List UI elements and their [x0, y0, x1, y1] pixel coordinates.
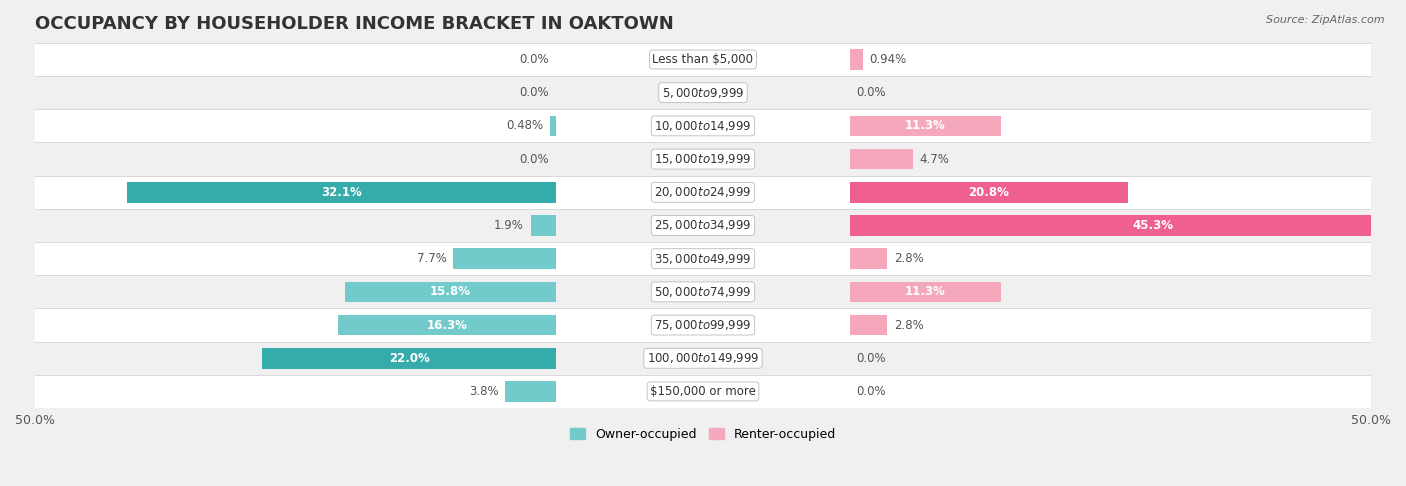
Text: 2.8%: 2.8%	[894, 318, 924, 331]
Bar	[35, 309, 1371, 342]
Text: 11.3%: 11.3%	[905, 120, 946, 132]
Text: $20,000 to $24,999: $20,000 to $24,999	[654, 185, 752, 199]
Bar	[35, 242, 1371, 275]
Bar	[851, 281, 1001, 302]
Text: $100,000 to $149,999: $100,000 to $149,999	[647, 351, 759, 365]
Bar	[550, 116, 555, 136]
Text: 0.0%: 0.0%	[856, 385, 886, 398]
Bar	[35, 375, 1371, 408]
Text: 0.0%: 0.0%	[856, 352, 886, 365]
Text: 15.8%: 15.8%	[430, 285, 471, 298]
Text: 0.0%: 0.0%	[856, 86, 886, 99]
Text: Less than $5,000: Less than $5,000	[652, 53, 754, 66]
Text: $35,000 to $49,999: $35,000 to $49,999	[654, 252, 752, 266]
Bar	[851, 49, 862, 70]
Text: 20.8%: 20.8%	[969, 186, 1010, 199]
Text: 22.0%: 22.0%	[388, 352, 429, 365]
Text: OCCUPANCY BY HOUSEHOLDER INCOME BRACKET IN OAKTOWN: OCCUPANCY BY HOUSEHOLDER INCOME BRACKET …	[35, 15, 673, 33]
Bar	[35, 109, 1371, 142]
Bar	[339, 315, 555, 335]
Bar	[851, 315, 887, 335]
Bar	[851, 182, 1128, 203]
Text: 0.0%: 0.0%	[520, 153, 550, 166]
Text: $10,000 to $14,999: $10,000 to $14,999	[654, 119, 752, 133]
Text: $50,000 to $74,999: $50,000 to $74,999	[654, 285, 752, 299]
Text: 11.3%: 11.3%	[905, 285, 946, 298]
Text: 0.0%: 0.0%	[520, 53, 550, 66]
Text: $5,000 to $9,999: $5,000 to $9,999	[662, 86, 744, 100]
Text: 16.3%: 16.3%	[426, 318, 468, 331]
Text: $75,000 to $99,999: $75,000 to $99,999	[654, 318, 752, 332]
Text: 1.9%: 1.9%	[494, 219, 524, 232]
Bar	[530, 215, 555, 236]
Bar	[851, 215, 1406, 236]
Bar	[453, 248, 555, 269]
Bar	[35, 275, 1371, 309]
Text: 32.1%: 32.1%	[321, 186, 361, 199]
Text: $25,000 to $34,999: $25,000 to $34,999	[654, 219, 752, 232]
Bar	[35, 342, 1371, 375]
Bar	[35, 175, 1371, 209]
Bar	[35, 142, 1371, 175]
Legend: Owner-occupied, Renter-occupied: Owner-occupied, Renter-occupied	[565, 423, 841, 446]
Text: 4.7%: 4.7%	[920, 153, 949, 166]
Bar	[344, 281, 555, 302]
Bar	[35, 76, 1371, 109]
Text: 7.7%: 7.7%	[416, 252, 447, 265]
Text: 3.8%: 3.8%	[470, 385, 499, 398]
Text: $150,000 or more: $150,000 or more	[650, 385, 756, 398]
Bar	[505, 381, 555, 402]
Bar	[127, 182, 555, 203]
Text: 45.3%: 45.3%	[1132, 219, 1173, 232]
Text: 2.8%: 2.8%	[894, 252, 924, 265]
Text: Source: ZipAtlas.com: Source: ZipAtlas.com	[1267, 15, 1385, 25]
Text: 0.0%: 0.0%	[520, 86, 550, 99]
Bar	[35, 209, 1371, 242]
Text: 0.48%: 0.48%	[506, 120, 543, 132]
Bar	[851, 248, 887, 269]
Bar	[262, 348, 555, 368]
Text: 0.94%: 0.94%	[869, 53, 907, 66]
Text: $15,000 to $19,999: $15,000 to $19,999	[654, 152, 752, 166]
Bar	[35, 43, 1371, 76]
Bar	[851, 149, 912, 169]
Bar	[851, 116, 1001, 136]
